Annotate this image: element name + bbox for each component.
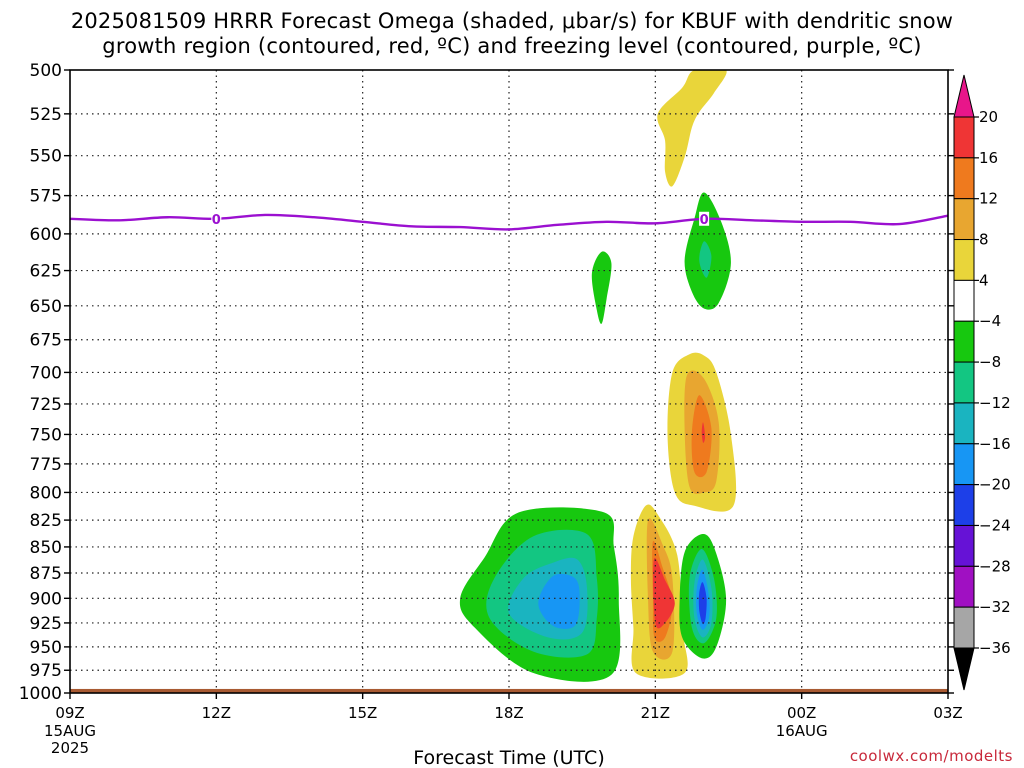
x-tick-label: 09Z (55, 704, 84, 722)
y-tick-label: 500 (30, 61, 62, 81)
colorbar-box (953, 116, 975, 159)
y-tick-label: 975 (30, 661, 62, 681)
freezing-level-label-bg (699, 211, 710, 226)
freezing-level-line (69, 213, 949, 231)
colorbar-label: 8 (979, 231, 989, 249)
y-tick-label: 575 (30, 187, 62, 207)
colorbar-box (953, 239, 975, 281)
y-tick-label: 600 (30, 225, 62, 245)
y-tick-label: 550 (30, 147, 62, 167)
x-tick-label: 15Z (348, 704, 377, 722)
omega-region-mid-positive-12 (691, 395, 712, 478)
colorbar-box (953, 484, 975, 526)
y-tick-label: 775 (30, 455, 62, 475)
x-tick-label: 03Z (933, 704, 962, 722)
y-tick-label: 675 (30, 331, 62, 351)
colorbar: 20 16 12 8 4 −4 −8 −12 −16 −20 −24 −28 −32 −36 (953, 74, 1011, 691)
y-tick-label: 650 (30, 297, 62, 317)
credit-link[interactable]: coolwx.com/modelts (850, 747, 1013, 765)
x-tick-label: 12Z (202, 704, 231, 722)
y-tick-label: 875 (30, 564, 62, 584)
chart-grid (70, 70, 948, 693)
colorbar-label: 12 (979, 190, 998, 208)
colorbar-label: −36 (979, 639, 1011, 657)
colorbar-label: −24 (979, 516, 1011, 534)
omega-region-low-positive-16 (653, 558, 675, 629)
colorbar-box (953, 606, 975, 649)
y-tick-label: 700 (30, 363, 62, 383)
omega-region-mid-negative-small (591, 251, 612, 324)
omega-region-mid-negative-right-core (699, 241, 712, 278)
y-tick-label: 725 (30, 395, 62, 415)
colorbar-label: −20 (979, 476, 1011, 494)
colorbar-label: −28 (979, 557, 1011, 575)
colorbar-label: 16 (979, 149, 998, 167)
colorbar-label: −16 (979, 435, 1011, 453)
x-date-label: 2025 (51, 739, 89, 757)
y-tick-label: 525 (30, 105, 62, 125)
surface-band (70, 688, 948, 693)
colorbar-label: 4 (979, 271, 989, 289)
y-tick-label: 925 (30, 614, 62, 634)
x-tick-label: 00Z (787, 704, 816, 722)
x-tick-label: 21Z (641, 704, 670, 722)
omega-region-low-negative-16 (538, 573, 580, 629)
y-tick-label: 750 (30, 425, 62, 445)
colorbar-label: −4 (979, 312, 1001, 330)
x-tick-label: 18Z (494, 704, 523, 722)
y-tick-label: 850 (30, 538, 62, 558)
y-tick-label: 1000 (19, 684, 62, 704)
colorbar-label: −12 (979, 394, 1011, 412)
colorbar-box (953, 320, 975, 363)
colorbar-label: 20 (979, 108, 998, 126)
colorbar-box (953, 361, 975, 404)
colorbar-label: −8 (979, 353, 1001, 371)
colorbar-bottom-arrow (953, 647, 975, 691)
omega-region-mid-positive-16 (701, 422, 706, 443)
y-tick-label: 900 (30, 589, 62, 609)
omega-region-upper-positive (657, 70, 727, 187)
freezing-level-label: 0 (212, 213, 221, 228)
colorbar-box (953, 565, 975, 608)
x-axis-label: Forecast Time (UTC) (413, 747, 604, 768)
freezing-level-label-bg (211, 211, 222, 226)
colorbar-box (953, 524, 975, 567)
surface-layer (70, 688, 948, 693)
chart-title-line-2: growth region (contoured, red, ºC) and f… (102, 34, 922, 58)
y-tick-label: 625 (30, 262, 62, 282)
omega-region-low-negative-right-20 (698, 582, 707, 625)
y-tick-label: 950 (30, 638, 62, 658)
y-axis-ticks: 500 525 550 575 600 625 650 675 700 725 750 775 800 8… (19, 61, 954, 704)
x-date-label: 16AUG (776, 722, 828, 740)
freezing-level-label: 0 (700, 213, 709, 228)
y-tick-label: 825 (30, 511, 62, 531)
colorbar-box (953, 443, 975, 486)
x-date-label: 15AUG (44, 722, 96, 740)
omega-fills (459, 70, 737, 682)
colorbar-box (953, 402, 975, 445)
colorbar-top-arrow (953, 74, 975, 118)
colorbar-box (953, 198, 975, 241)
colorbar-label: −32 (979, 598, 1011, 616)
chart-title-line-1: 2025081509 HRRR Forecast Omega (shaded, … (70, 9, 954, 33)
colorbar-box (953, 157, 975, 200)
y-tick-label: 800 (30, 483, 62, 503)
colorbar-box (953, 279, 975, 322)
